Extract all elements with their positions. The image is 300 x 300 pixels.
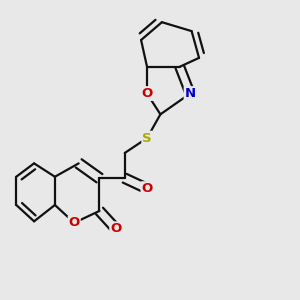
Text: N: N (184, 87, 196, 100)
Text: O: O (141, 182, 153, 195)
Text: S: S (142, 132, 152, 145)
Text: O: O (69, 216, 80, 229)
Text: O: O (110, 222, 122, 235)
Text: O: O (141, 87, 153, 100)
